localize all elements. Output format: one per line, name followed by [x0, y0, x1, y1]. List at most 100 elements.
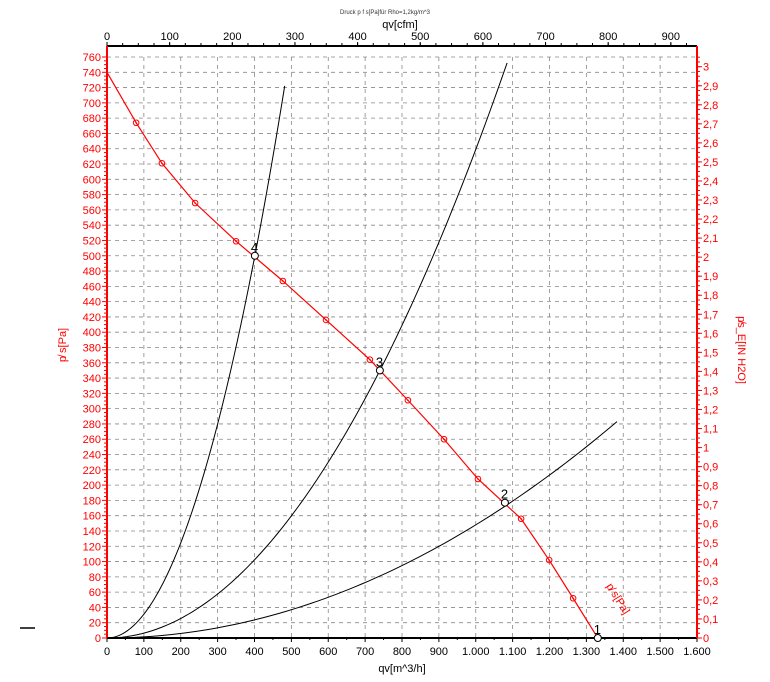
- y-tick-label: 120: [83, 541, 101, 553]
- x2-tick-label: 300: [286, 31, 304, 43]
- system-4-curve: [106, 85, 286, 639]
- y-tick-label: 360: [83, 358, 101, 370]
- y2-tick-label: 2,2: [703, 214, 718, 226]
- fan-curve-label: p̸ s[Pa]: [603, 581, 631, 616]
- x-tick-label: 900: [430, 646, 448, 658]
- y-tick-label: 660: [83, 128, 101, 140]
- y2-tick-label: 1,1: [703, 424, 718, 436]
- x-tick-label: 200: [172, 646, 190, 658]
- x-tick-label: 0: [104, 646, 110, 658]
- x-axis-label: qv[m^3/h]: [378, 663, 425, 675]
- y-tick-label: 740: [83, 67, 101, 79]
- x-tick-label: 1.000: [462, 646, 490, 658]
- x2-tick-label: 700: [536, 31, 554, 43]
- fan-curve-marker-dot: [194, 202, 196, 204]
- x-tick-label: 400: [245, 646, 263, 658]
- fan-curve-marker: [474, 475, 482, 483]
- x2-tick-label: 500: [411, 31, 429, 43]
- fan-curve-marker: [545, 556, 553, 564]
- grid: [107, 56, 698, 638]
- x2-tick-label: 100: [160, 31, 178, 43]
- y-tick-label: 400: [83, 327, 101, 339]
- y2-tick-label: 2,3: [703, 195, 718, 207]
- y2-tick-label: 2: [703, 252, 709, 264]
- y-tick-label: 760: [83, 52, 101, 64]
- x-tick-label: 100: [135, 646, 153, 658]
- fan-curve-marker: [440, 435, 448, 443]
- curves: [106, 62, 618, 639]
- operating-point-label: 2: [501, 487, 508, 502]
- x-tick-label: 600: [319, 646, 337, 658]
- x-tick-label: 700: [356, 646, 374, 658]
- fan-curve-marker-dot: [477, 478, 479, 480]
- x2-tick-label: 600: [474, 31, 492, 43]
- operating-point-4: [250, 251, 259, 260]
- y-tick-label: 460: [83, 281, 101, 293]
- operating-point-label: 4: [251, 240, 258, 255]
- y-tick-label: 200: [83, 480, 101, 492]
- x-tick-label: 800: [393, 646, 411, 658]
- operating-point-1: [593, 634, 602, 642]
- y-tick-label: 620: [83, 159, 101, 171]
- y2-tick-label: 0,4: [703, 557, 718, 569]
- y-tick-label: 280: [83, 419, 101, 431]
- y-tick-label: 480: [83, 266, 101, 278]
- x2-tick-label: 800: [599, 31, 617, 43]
- y-tick-label: 40: [89, 602, 101, 614]
- y-tick-label: 240: [83, 450, 101, 462]
- fan-curve-marker-dot: [407, 399, 409, 402]
- operating-point-label: 1: [594, 622, 601, 637]
- y2-tick-label: 2,8: [703, 100, 718, 112]
- y-tick-label: 440: [83, 297, 101, 309]
- y2-tick-label: 3: [703, 62, 709, 74]
- fan-curve-marker-dot: [161, 162, 163, 165]
- fan-curve-marker-dot: [135, 121, 137, 124]
- y2-tick-label: 0: [703, 633, 709, 645]
- fan-curve-marker: [279, 277, 287, 285]
- y-axis-label: p̸ s[Pa]: [57, 328, 69, 362]
- y2-tick-label: 2,7: [703, 119, 718, 131]
- y2-tick-label: 2,9: [703, 81, 718, 93]
- y-tick-label: 160: [83, 511, 101, 523]
- fan-curve-marker-dot: [572, 597, 574, 600]
- operating-point-label: 3: [376, 354, 383, 369]
- chart-title: Druck p f s[Pa]für Rho=1,2kg/m^3: [340, 10, 431, 16]
- x2-axis-label: qv[cfm]: [382, 19, 417, 31]
- operating-points: 1 2 3 4: [250, 240, 602, 642]
- x-tick-label: 1.200: [536, 646, 564, 658]
- y-tick-label: 0: [95, 633, 101, 645]
- y-tick-label: 720: [83, 83, 101, 95]
- y2-axis-label: p̸s_E[IN H2O]: [735, 316, 747, 384]
- fan-curve-marker-dot: [548, 559, 550, 561]
- x2-tick-label: 200: [223, 31, 241, 43]
- y2-tick-label: 1,2: [703, 404, 718, 416]
- y2-tick-label: 2,4: [703, 176, 718, 188]
- x-tick-label: 300: [208, 646, 226, 658]
- operating-point-3: [375, 366, 384, 375]
- fan-curve-marker: [158, 159, 166, 167]
- fan-curve-marker: [404, 396, 412, 404]
- y2-tick-label: 1,8: [703, 290, 718, 302]
- y2-tick-label: 1,6: [703, 328, 718, 340]
- system-2-curve: [106, 421, 618, 639]
- fan-curve-marker: [191, 199, 199, 207]
- y-tick-label: 540: [83, 220, 101, 232]
- fan-curve-marker: [366, 356, 374, 364]
- y-tick-label: 520: [83, 235, 101, 247]
- x2-tick-label: 400: [348, 31, 366, 43]
- x-tick-label: 1.500: [646, 646, 674, 658]
- x-tick-label: 500: [282, 646, 300, 658]
- y-tick-label: 580: [83, 190, 101, 202]
- y-tick-label: 320: [83, 388, 101, 400]
- y2-tick-label: 1,5: [703, 347, 718, 359]
- y2-tick-label: 0,5: [703, 538, 718, 550]
- x2-tick-label: 900: [662, 31, 680, 43]
- x2-tick-label: 0: [104, 31, 110, 43]
- axes: 0 100 200 300 400 500 600 700 800 900 1.000 1.100 1.…: [83, 31, 719, 658]
- fan-curve-marker: [517, 515, 525, 523]
- y-tick-label: 420: [83, 312, 101, 324]
- y2-tick-label: 1,9: [703, 271, 718, 283]
- y-tick-label: 560: [83, 205, 101, 217]
- fan-curve-marker-dot: [282, 280, 284, 282]
